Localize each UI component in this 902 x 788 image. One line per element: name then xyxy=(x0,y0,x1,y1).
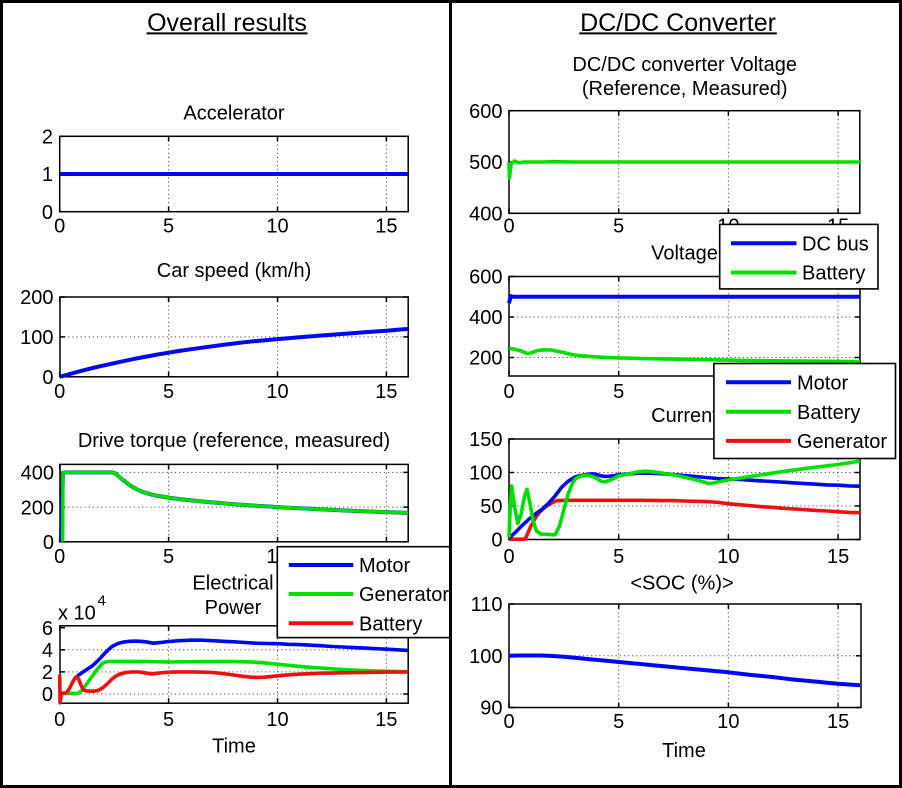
svg-text:0: 0 xyxy=(491,530,502,552)
svg-text:Electrical: Electrical xyxy=(192,573,273,595)
svg-text:Motor: Motor xyxy=(359,555,410,577)
svg-text:5: 5 xyxy=(163,709,174,731)
svg-text:Overall results: Overall results xyxy=(147,9,307,37)
svg-text:0: 0 xyxy=(54,381,65,403)
svg-text:15: 15 xyxy=(375,381,397,403)
svg-text:2: 2 xyxy=(42,127,53,149)
svg-text:Generator: Generator xyxy=(797,431,887,453)
svg-text:0: 0 xyxy=(54,546,65,568)
svg-text:5: 5 xyxy=(613,381,624,403)
svg-text:4: 4 xyxy=(42,640,53,662)
svg-text:Motor: Motor xyxy=(797,373,848,395)
svg-text:Accelerator: Accelerator xyxy=(183,103,284,125)
svg-text:DC/DC Converter: DC/DC Converter xyxy=(580,9,776,37)
svg-text:5: 5 xyxy=(613,711,624,733)
svg-text:Voltage: Voltage xyxy=(651,243,718,265)
svg-text:0: 0 xyxy=(503,546,514,568)
svg-text:100: 100 xyxy=(20,327,53,349)
svg-text:15: 15 xyxy=(375,709,397,731)
svg-text:0: 0 xyxy=(503,216,514,238)
svg-text:10: 10 xyxy=(266,709,288,731)
svg-text:400: 400 xyxy=(21,463,54,485)
svg-text:90: 90 xyxy=(480,698,502,720)
svg-text:DC/DC converter Voltage: DC/DC converter Voltage xyxy=(572,54,797,76)
svg-text:10: 10 xyxy=(266,216,288,238)
svg-text:5: 5 xyxy=(613,546,624,568)
svg-text:Battery: Battery xyxy=(359,613,422,635)
svg-text:Time: Time xyxy=(212,736,256,758)
svg-text:200: 200 xyxy=(469,348,502,370)
svg-text:15: 15 xyxy=(375,216,397,238)
svg-text:Battery: Battery xyxy=(797,402,860,424)
svg-text:Car speed (km/h): Car speed (km/h) xyxy=(157,260,312,282)
svg-text:1: 1 xyxy=(42,164,53,186)
svg-text:(Reference, Measured): (Reference, Measured) xyxy=(582,78,788,100)
svg-text:DC bus: DC bus xyxy=(802,234,869,256)
svg-text:Generator: Generator xyxy=(359,584,449,606)
svg-text:50: 50 xyxy=(480,496,502,518)
svg-text:200: 200 xyxy=(21,497,54,519)
svg-text:5: 5 xyxy=(163,216,174,238)
svg-text:500: 500 xyxy=(469,152,502,174)
svg-text:x 10: x 10 xyxy=(58,603,96,625)
svg-text:5: 5 xyxy=(163,381,174,403)
svg-text:100: 100 xyxy=(469,463,502,485)
svg-text:<SOC (%)>: <SOC (%)> xyxy=(630,573,733,595)
svg-text:0: 0 xyxy=(503,711,514,733)
svg-text:0: 0 xyxy=(42,202,53,224)
svg-text:5: 5 xyxy=(163,546,174,568)
svg-text:0: 0 xyxy=(42,684,53,706)
svg-text:15: 15 xyxy=(827,711,849,733)
svg-text:10: 10 xyxy=(717,546,739,568)
svg-text:600: 600 xyxy=(469,267,502,289)
svg-text:4: 4 xyxy=(98,593,106,610)
svg-text:Current: Current xyxy=(651,405,718,427)
svg-text:400: 400 xyxy=(469,204,502,226)
svg-text:150: 150 xyxy=(469,429,502,451)
svg-text:0: 0 xyxy=(54,709,65,731)
svg-text:Power: Power xyxy=(205,597,262,619)
svg-text:10: 10 xyxy=(266,381,288,403)
svg-text:0: 0 xyxy=(503,381,514,403)
svg-text:Time: Time xyxy=(662,740,706,762)
svg-text:6: 6 xyxy=(42,618,53,640)
svg-text:10: 10 xyxy=(717,711,739,733)
svg-text:Drive torque (reference, measu: Drive torque (reference, measured) xyxy=(78,430,390,452)
svg-text:0: 0 xyxy=(43,532,54,554)
svg-text:100: 100 xyxy=(469,646,502,668)
svg-text:Battery: Battery xyxy=(802,263,865,285)
svg-text:0: 0 xyxy=(54,216,65,238)
svg-text:110: 110 xyxy=(471,594,503,616)
svg-text:0: 0 xyxy=(42,367,53,389)
svg-text:15: 15 xyxy=(827,546,849,568)
svg-text:400: 400 xyxy=(469,307,502,329)
svg-text:5: 5 xyxy=(613,216,624,238)
svg-text:200: 200 xyxy=(20,287,53,309)
svg-text:600: 600 xyxy=(469,101,502,123)
svg-text:2: 2 xyxy=(42,662,53,684)
